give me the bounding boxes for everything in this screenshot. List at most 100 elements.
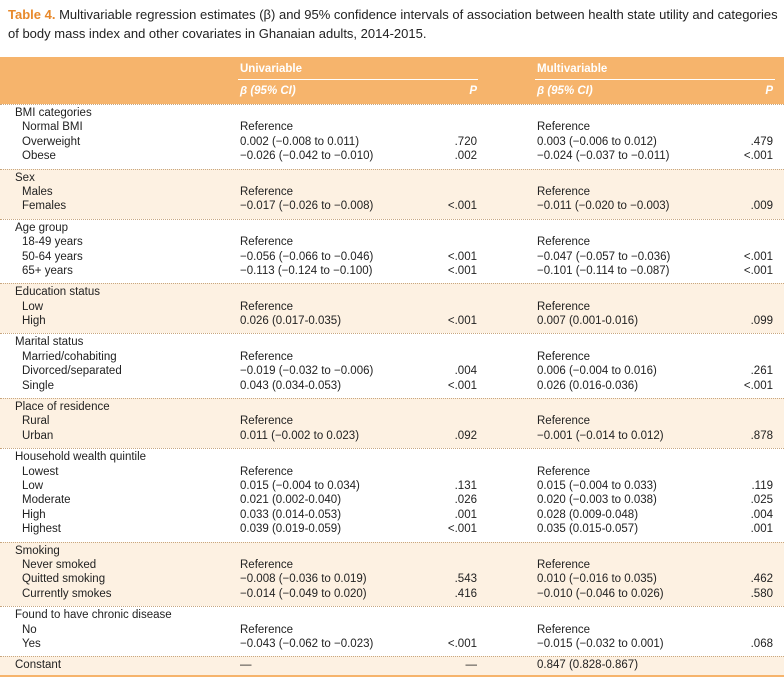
table-row: Moderate 0.021 (0.002-0.040) .026 0.020 (−0… [0, 493, 784, 507]
cell: 0.003 (−0.006 to 0.012) [537, 135, 657, 148]
table-row: High 0.026 (0.017-0.035) <.001 0.007 (0.001… [0, 314, 784, 328]
row-label: Married/cohabiting [22, 350, 117, 363]
table-caption: Multivariable regression estimates (β) a… [8, 7, 778, 41]
table-section: Constant — — 0.847 (0.828-0.867) [0, 656, 784, 677]
cell: −0.019 (−0.032 to −0.006) [240, 365, 374, 378]
section-header: Sex [0, 171, 784, 185]
cell: <.001 [743, 250, 773, 263]
cell: −0.014 (−0.049 to 0.020) [240, 587, 367, 600]
row-label: Males [22, 185, 53, 198]
section-header: Smoking [0, 544, 784, 558]
cell: <.001 [447, 379, 477, 392]
cell: −0.024 (−0.037 to −0.011) [537, 150, 670, 163]
cell: 0.011 (−0.002 to 0.023) [240, 429, 360, 442]
table-section: Education status Low Reference Reference Hig… [0, 283, 784, 334]
row-label: Constant [15, 659, 62, 672]
cell: 0.035 (0.015-0.057) [537, 523, 639, 536]
cell: 0.007 (0.001-0.016) [537, 315, 639, 328]
cell: −0.011 (−0.020 to −0.003) [537, 200, 670, 213]
row-label: 18-49 years [22, 236, 83, 249]
cell: Reference [240, 465, 294, 478]
cell: Reference [240, 623, 294, 636]
row-label: Currently smokes [22, 587, 112, 600]
cell: .119 [751, 479, 773, 492]
cell: <.001 [743, 150, 773, 163]
group-header: Univariable [240, 63, 302, 75]
row-label: Normal BMI [22, 121, 83, 134]
row-label: Obese [22, 150, 56, 163]
table-section: Sex Males Reference Reference Females −0.017 … [0, 168, 784, 219]
cell: 0.015 (−0.004 to 0.034) [240, 479, 360, 492]
row-label: Low [22, 300, 44, 313]
cell: −0.113 (−0.124 to −0.100) [240, 264, 373, 277]
cell: .462 [750, 573, 773, 586]
cell: −0.001 (−0.014 to 0.012) [537, 429, 664, 442]
row-label: Low [22, 479, 44, 492]
cell: 0.847 (0.828-0.867) [537, 659, 639, 672]
table-header: Univariable Multivariable β (95% CI) P β… [0, 57, 784, 104]
cell: Reference [240, 185, 294, 198]
cell: .543 [454, 573, 477, 586]
table-row: Highest 0.039 (0.019-0.059) <.001 0.035 (0.… [0, 522, 784, 536]
cell: .068 [750, 637, 773, 650]
section-header: Household wealth quintile [0, 450, 784, 464]
cell: −0.015 (−0.032 to 0.001) [537, 637, 664, 650]
cell: 0.039 (0.019-0.059) [240, 523, 342, 536]
cell: Reference [537, 236, 591, 249]
cell: 0.026 (0.017-0.035) [240, 315, 342, 328]
cell: .009 [750, 200, 773, 213]
table-section: Found to have chronic disease No Reference… [0, 606, 784, 656]
cell: .878 [750, 429, 773, 442]
cell: Reference [240, 121, 294, 134]
cell: <.001 [447, 250, 477, 263]
section-header: Found to have chronic disease [0, 608, 784, 622]
section-header: Place of residence [0, 400, 784, 414]
row-label: Urban [22, 429, 54, 442]
row-label: Highest [22, 523, 61, 536]
row-label: Quitted smoking [22, 573, 106, 586]
cell: .004 [454, 365, 477, 378]
cell: Reference [240, 558, 294, 571]
cell: −0.047 (−0.057 to −0.036) [537, 250, 671, 263]
cell: <.001 [447, 523, 477, 536]
table-row: Quitted smoking −0.008 (−0.036 to 0.019).… [0, 572, 784, 586]
cell: <.001 [447, 200, 477, 213]
table-row: Rural Reference Reference [0, 414, 784, 428]
table-label: Table 4. [8, 7, 56, 22]
cell: .004 [750, 508, 773, 521]
table-row: Urban 0.011 (−0.002 to 0.023) .092 −0.001 (… [0, 429, 784, 443]
cell: 0.021 (0.002-0.040) [240, 494, 342, 507]
cell: −0.017 (−0.026 to −0.008) [240, 200, 374, 213]
cell: 0.026 (0.016-0.036) [537, 379, 639, 392]
table-row: No Reference Reference [0, 623, 784, 637]
column-header: P [765, 85, 773, 97]
cell: .131 [454, 479, 477, 492]
table-row: Never smoked Reference Reference [0, 558, 784, 572]
row-label: Never smoked [22, 558, 97, 571]
cell: <.001 [447, 264, 477, 277]
cell: <.001 [743, 264, 773, 277]
table-title: Table 4. Multivariable regression estima… [8, 5, 780, 43]
table-section: Household wealth quintile Lowest Reference… [0, 448, 784, 541]
cell: .001 [454, 508, 477, 521]
row-label: Overweight [22, 135, 81, 148]
table-row: Constant — — 0.847 (0.828-0.867) [0, 658, 784, 672]
cell: .099 [750, 315, 773, 328]
cell: Reference [537, 185, 591, 198]
row-label: Females [22, 200, 67, 213]
section-header: Age group [0, 221, 784, 235]
rule [535, 79, 775, 80]
table-row: Females −0.017 (−0.026 to −0.008) <.001 −0.… [0, 199, 784, 213]
cell: — [240, 659, 252, 672]
cell: 0.043 (0.034-0.053) [240, 379, 342, 392]
table-row: 50-64 years −0.056 (−0.066 to −0.046) <.00… [0, 250, 784, 264]
row-label: High [22, 315, 46, 328]
row-label: High [22, 508, 46, 521]
table-row: Currently smokes −0.014 (−0.049 to 0.020)… [0, 587, 784, 601]
cell: <.001 [447, 637, 477, 650]
section-title: Age group [15, 221, 69, 234]
column-header: β (95% CI) [240, 85, 296, 97]
table-row: Single 0.043 (0.034-0.053) <.001 0.026 (0.0… [0, 379, 784, 393]
cell: 0.010 (−0.016 to 0.035) [537, 573, 657, 586]
row-label: Divorced/separated [22, 365, 122, 378]
